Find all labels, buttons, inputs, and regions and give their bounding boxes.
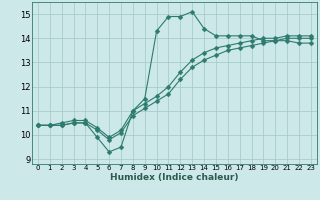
X-axis label: Humidex (Indice chaleur): Humidex (Indice chaleur) (110, 173, 239, 182)
